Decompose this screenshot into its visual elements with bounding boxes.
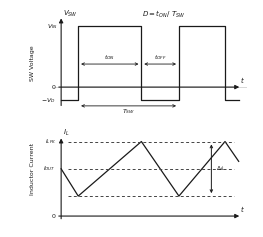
Text: $D = t_{ON}/ \ T_{SW}$: $D = t_{ON}/ \ T_{SW}$: [142, 9, 185, 20]
Text: $V_{SW}$: $V_{SW}$: [63, 8, 78, 18]
Text: $I_{OUT}$: $I_{OUT}$: [43, 164, 56, 173]
Text: $t$: $t$: [240, 204, 245, 214]
Text: $V_{IN}$: $V_{IN}$: [47, 22, 58, 31]
Text: Inductor Current: Inductor Current: [30, 143, 35, 195]
Text: $0$: $0$: [50, 83, 56, 91]
Text: SW Voltage: SW Voltage: [30, 46, 35, 81]
Text: $T_{SW}$: $T_{SW}$: [122, 107, 135, 116]
Text: $I_{LPK}$: $I_{LPK}$: [44, 137, 56, 146]
Text: $t$: $t$: [240, 75, 245, 85]
Text: $0$: $0$: [50, 212, 56, 220]
Text: $-V_D$: $-V_D$: [41, 96, 56, 105]
Text: $t_{OFF}$: $t_{OFF}$: [154, 53, 167, 62]
Text: $I_L$: $I_L$: [63, 128, 69, 138]
Text: $t_{ON}$: $t_{ON}$: [104, 53, 115, 62]
Text: $\Delta i_L$: $\Delta i_L$: [216, 164, 225, 173]
